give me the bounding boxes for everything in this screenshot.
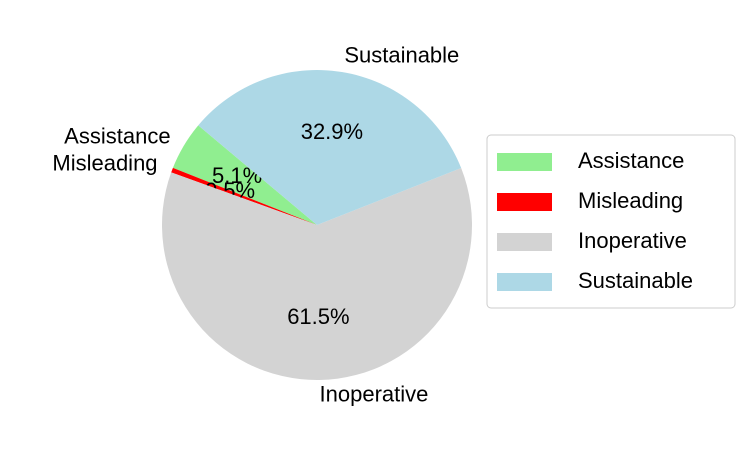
legend-label: Inoperative: [578, 228, 687, 253]
legend-label: Sustainable: [578, 268, 693, 293]
slice-label: Inoperative: [320, 381, 429, 406]
legend-box: [486, 134, 736, 309]
legend-swatch: [497, 233, 552, 251]
slice-label: Sustainable: [344, 43, 459, 68]
legend-label: Misleading: [578, 188, 683, 213]
legend-swatch: [497, 153, 552, 171]
legend-swatch: [497, 193, 552, 211]
wedge: [171, 167, 317, 225]
percent-label: 32.9%: [301, 119, 363, 144]
percent-label: 61.5%: [287, 304, 349, 329]
slice-label: Assistance: [64, 123, 170, 148]
legend-swatch: [497, 273, 552, 291]
wedge: [198, 70, 462, 226]
wedge: [162, 168, 472, 381]
wedge: [172, 125, 317, 225]
legend-label: Assistance: [578, 148, 684, 173]
slice-label: Misleading: [52, 150, 157, 175]
